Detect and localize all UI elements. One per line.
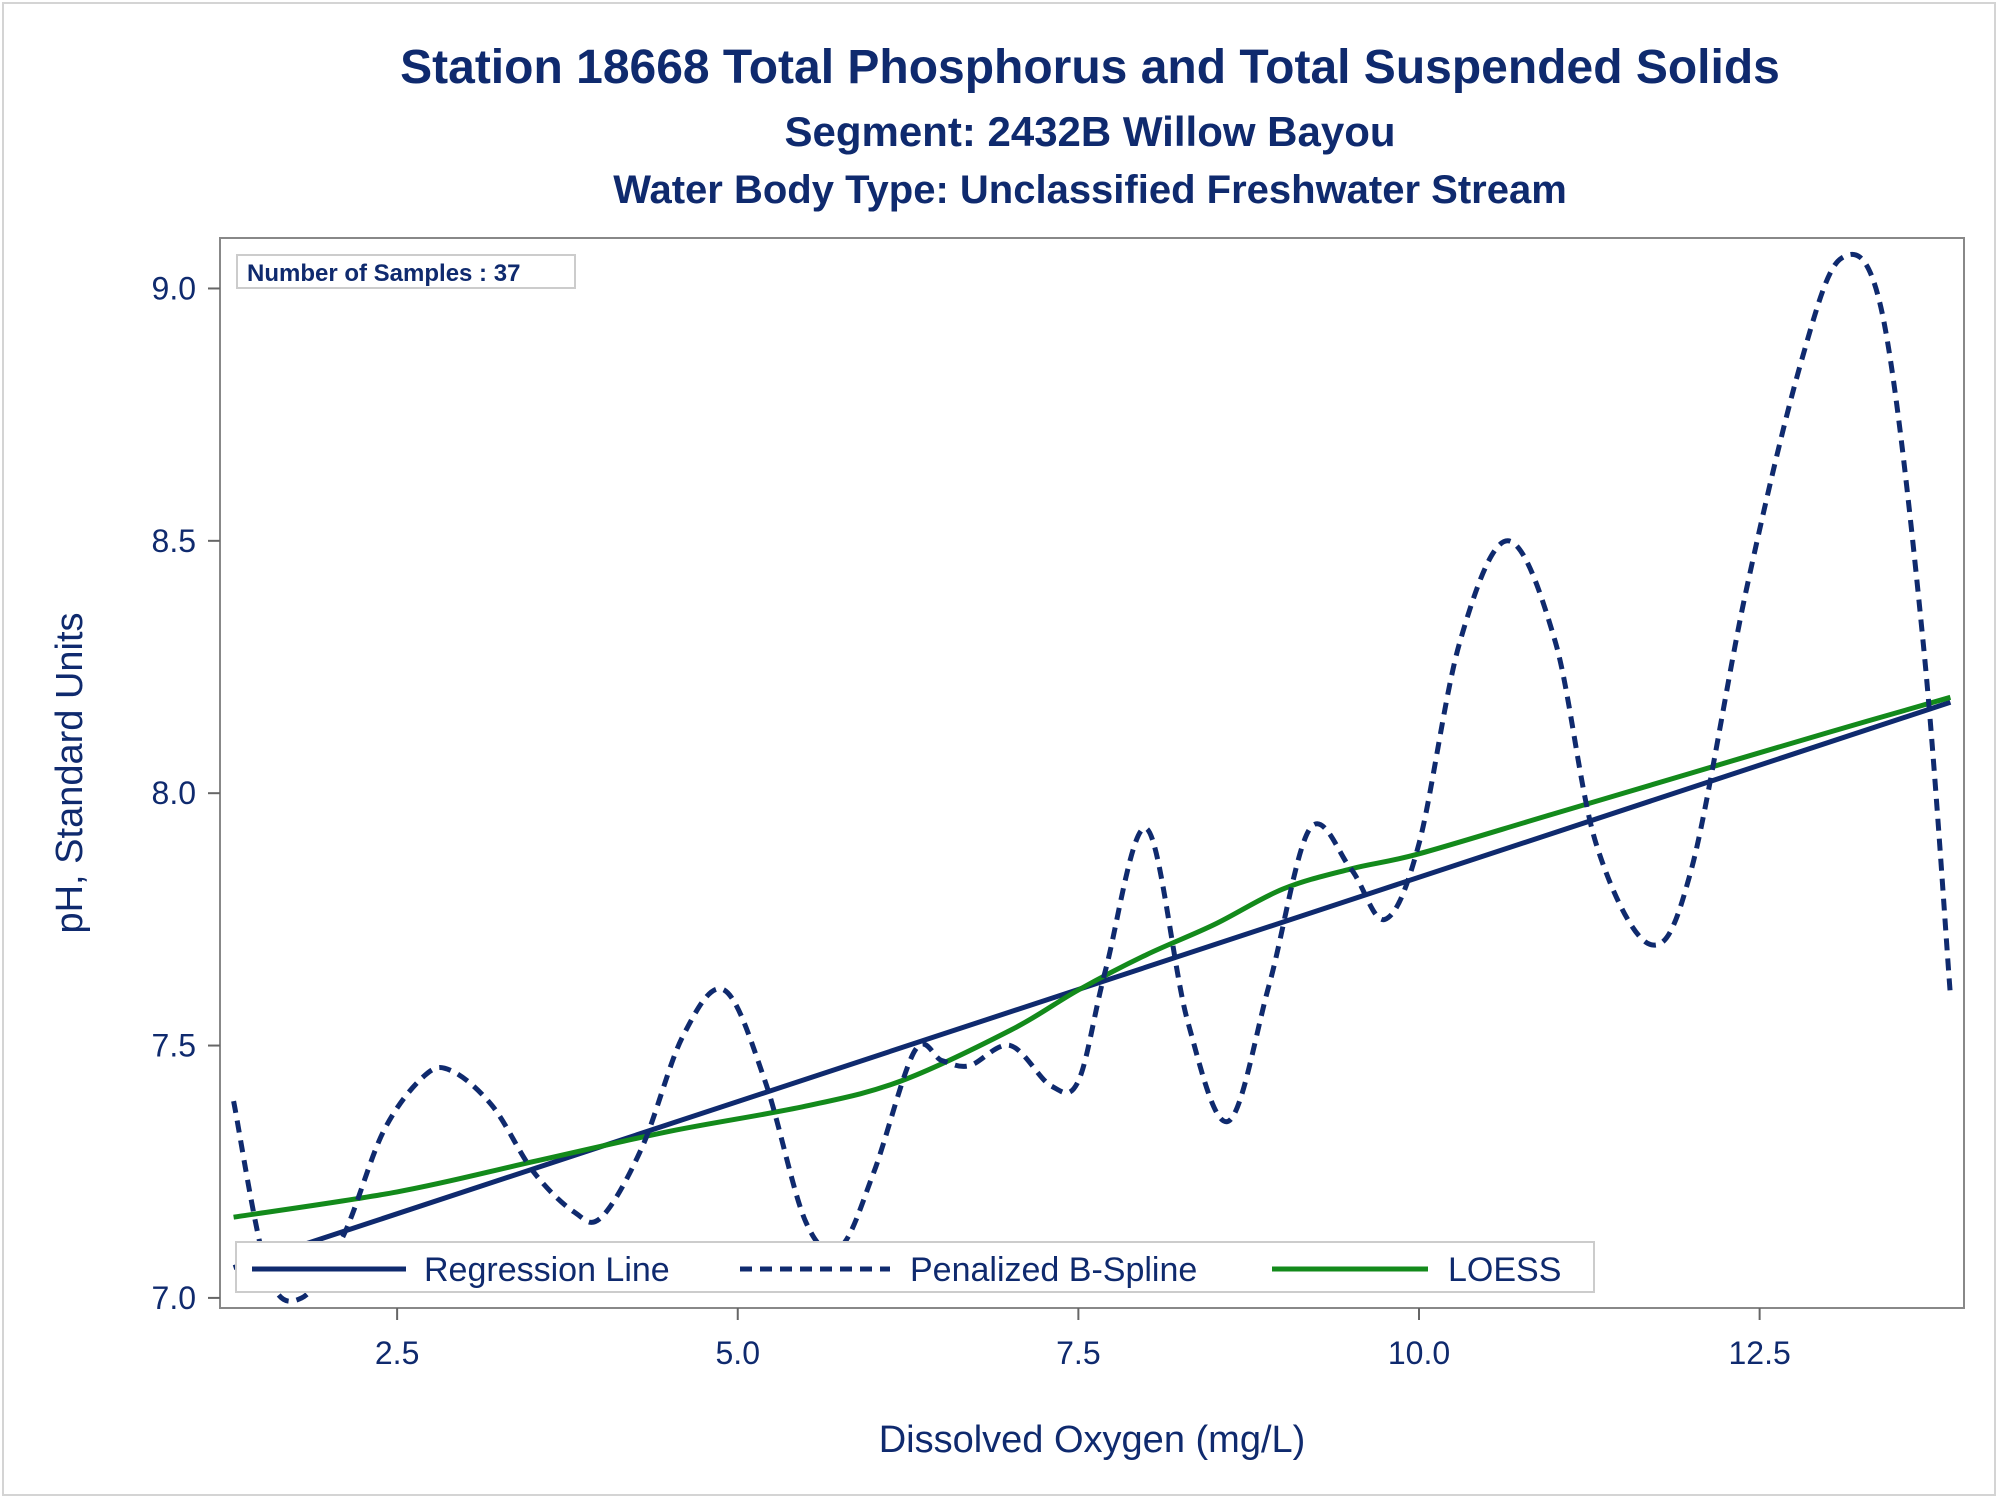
- series-line-penalized-b-spline: [231, 251, 1953, 1304]
- series-line-loess: [233, 694, 1952, 1220]
- x-tick-label: 10.0: [1388, 1335, 1450, 1371]
- y-tick-label: 8.0: [152, 775, 196, 811]
- chart-subtitle-2: Water Body Type: Unclassified Freshwater…: [613, 168, 1567, 212]
- samples-inset: Number of Samples : 37: [247, 260, 520, 287]
- samples-inset-box: [236, 254, 576, 289]
- y-tick-label: 9.0: [152, 270, 196, 306]
- x-tick-label: 2.5: [375, 1335, 419, 1371]
- y-tick-label: 7.0: [152, 1280, 196, 1316]
- legend-label-regression: Regression Line: [424, 1251, 670, 1289]
- x-tick-label: 5.0: [716, 1335, 760, 1371]
- plot-area: [219, 237, 1965, 1309]
- x-tick-label: 12.5: [1728, 1335, 1790, 1371]
- y-tick-label: 8.5: [152, 523, 196, 559]
- legend-label-spline: Penalized B-Spline: [910, 1251, 1197, 1289]
- legend-label-loess: LOESS: [1448, 1251, 1561, 1289]
- y-axis-title: pH, Standard Units: [49, 612, 91, 933]
- x-tick-label: 7.5: [1056, 1335, 1100, 1371]
- y-tick-label: 7.5: [152, 1028, 196, 1064]
- chart-subtitle: Segment: 2432B Willow Bayou: [784, 108, 1396, 155]
- legend: Regression Line Penalized B-Spline LOESS: [235, 1241, 1595, 1293]
- chart-title: Station 18668 Total Phosphorus and Total…: [400, 41, 1780, 94]
- axes: 2.5 5.0 7.5 10.0 12.5 7.0 7.5 8.0 8.5 9.0: [152, 270, 1791, 1371]
- x-axis-title: Dissolved Oxygen (mg/L): [879, 1419, 1306, 1461]
- series-layer: [231, 251, 1953, 1304]
